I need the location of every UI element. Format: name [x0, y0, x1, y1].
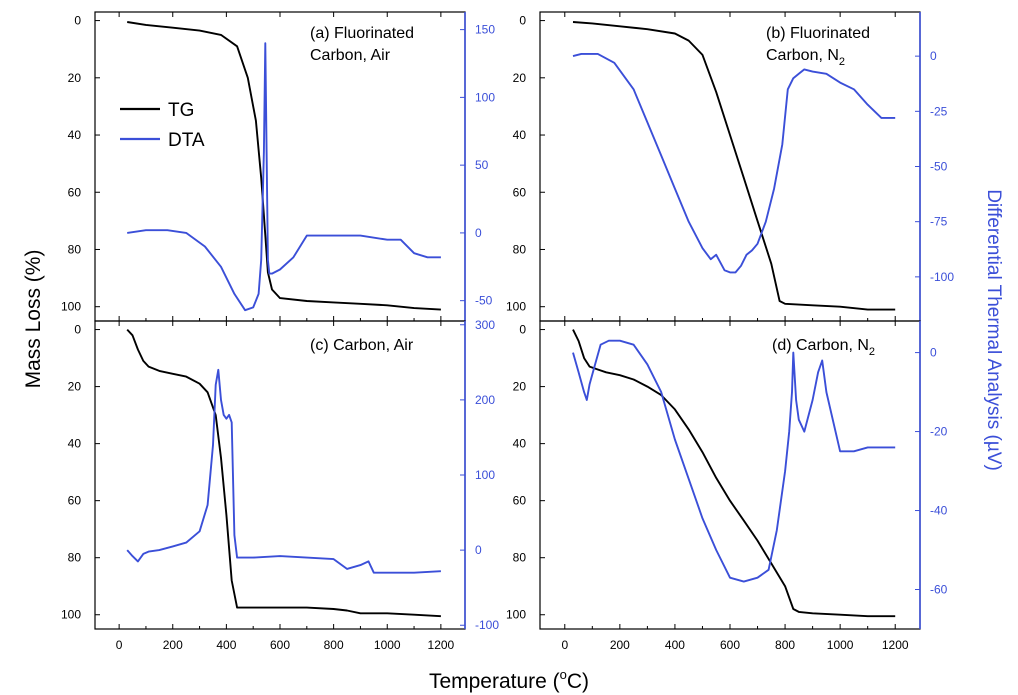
x-axis-title-end: C) [567, 670, 589, 693]
series-tg-line [572, 21, 896, 311]
annotation-text: (c) Carbon, Air [310, 337, 414, 354]
y-left-tick-label: 20 [68, 380, 82, 394]
y-right-tick-label: -50 [475, 294, 493, 308]
y-left-tick-label: 60 [513, 185, 527, 199]
x-tick-label: 200 [610, 638, 630, 652]
panel-annotation-line: (c) Carbon, Air [310, 337, 414, 354]
y-left-tick-label: 100 [61, 608, 81, 622]
y-right-tick-label: 0 [475, 543, 482, 557]
panel-annotation-line: Carbon, N2 [766, 47, 845, 68]
y-left-tick-label: 80 [513, 242, 527, 256]
legend-dta-label: DTA [168, 130, 205, 151]
y-right-tick-label: -100 [475, 618, 499, 632]
series-dta-line [572, 339, 896, 583]
y-right-tick-label: 0 [930, 49, 937, 63]
y-left-tick-label: 20 [513, 380, 527, 394]
x-tick-label: 400 [216, 638, 236, 652]
y-right-tick-label: 100 [475, 90, 495, 104]
y-right-tick-label: -20 [930, 425, 948, 439]
panel-frame [539, 11, 921, 322]
series-dta-line [127, 42, 441, 312]
y-left-tick-label: 40 [68, 128, 82, 142]
y-left-tick-label: 0 [74, 323, 81, 337]
y-left-tick-label: 0 [519, 323, 526, 337]
x-tick-label: 200 [163, 638, 183, 652]
annotation-text: (d) Carbon, N [772, 337, 869, 354]
x-tick-label: 400 [665, 638, 685, 652]
y-left-tick-label: 100 [506, 608, 526, 622]
panel-1: 0 20 40 60 80 100 -50 0 50 100 150 (a) Fluorinated C… [61, 11, 495, 322]
y-right-tick-label: -40 [930, 504, 948, 518]
y-right-tick-label: 200 [475, 393, 495, 407]
y-right-tick-label: -75 [930, 215, 948, 229]
x-axis-title-main: Temperature ( [429, 670, 560, 693]
y-right-tick-label: -100 [930, 270, 954, 284]
legend-tg-label: TG [168, 100, 194, 121]
y-right-tick-label: -25 [930, 104, 948, 118]
y-right-tick-label: 150 [475, 23, 495, 37]
y-axis-title-left: Mass Loss (%) [22, 250, 45, 389]
panel-3: 0 200 400 600 800 1000 1200 0 20 40 60 80 100 -100 0 10… [61, 318, 499, 652]
y-left-tick-label: 80 [68, 242, 82, 256]
x-axis-title: Temperature (oC) [429, 667, 589, 693]
y-left-tick-label: 60 [513, 494, 527, 508]
panel-4: 0 200 400 600 800 1000 1200020406080100-60-40-… [506, 320, 948, 652]
y-left-tick-label: 80 [513, 551, 527, 565]
x-tick-label: 0 [561, 638, 568, 652]
y-right-tick-label: -50 [930, 160, 948, 174]
panel-annotation-line: Carbon, Air [310, 47, 391, 64]
y-left-tick-label: 80 [68, 551, 82, 565]
y-left-tick-label: 100 [506, 300, 526, 314]
series-dta-line [126, 368, 441, 574]
x-tick-label: 600 [720, 638, 740, 652]
y-right-tick-label: 0 [930, 346, 937, 360]
y-axis-title-right: Differential Thermal Analysis (µV) [983, 189, 1004, 471]
y-right-tick-label: -60 [930, 583, 948, 597]
y-left-tick-label: 100 [61, 300, 81, 314]
annotation-subscript: 2 [869, 346, 875, 358]
y-right-tick-label: 300 [475, 318, 495, 332]
y-right-tick-label: 50 [475, 158, 489, 172]
y-left-tick-label: 40 [513, 128, 527, 142]
y-right-tick-label: 0 [475, 226, 482, 240]
y-left-tick-label: 20 [68, 71, 82, 85]
annotation-subscript: 2 [839, 56, 845, 68]
y-left-tick-label: 60 [68, 185, 82, 199]
x-axis-title-sup: o [560, 667, 567, 682]
series-dta-line [572, 52, 896, 274]
x-tick-label: 800 [324, 638, 344, 652]
y-right-tick-label: 100 [475, 468, 495, 482]
x-tick-label: 800 [775, 638, 795, 652]
series-tg-line [127, 21, 441, 311]
y-left-tick-label: 20 [513, 71, 527, 85]
x-tick-label: 0 [116, 638, 123, 652]
y-left-tick-label: 40 [68, 437, 82, 451]
x-tick-label: 1200 [428, 638, 455, 652]
x-tick-label: 600 [270, 638, 290, 652]
annotation-text: (b) Fluorinated [766, 25, 870, 42]
series-tg-line [126, 328, 441, 618]
x-tick-label: 1000 [374, 638, 401, 652]
legend: TG DTA [120, 100, 205, 151]
panel-2: 0 20 40 60 80 100 -100 -75 -50 -25 0 (b) Fluorinate… [506, 11, 954, 322]
panel-frame [539, 320, 921, 630]
x-tick-label: 1000 [827, 638, 854, 652]
series-tg-line [572, 329, 896, 618]
x-tick-label: 1200 [882, 638, 909, 652]
y-left-tick-label: 40 [513, 437, 527, 451]
y-left-tick-label: 0 [519, 14, 526, 28]
annotation-text: Carbon, N [766, 47, 839, 64]
panel-annotation-line: (b) Fluorinated [766, 25, 870, 42]
annotation-text: Carbon, Air [310, 47, 391, 64]
y-left-tick-label: 60 [68, 494, 82, 508]
y-left-tick-label: 0 [74, 14, 81, 28]
panel-frame [94, 11, 466, 322]
panel-annotation-line: (a) Fluorinated [310, 25, 414, 42]
annotation-text: (a) Fluorinated [310, 25, 414, 42]
panel-annotation-line: (d) Carbon, N2 [772, 337, 875, 358]
